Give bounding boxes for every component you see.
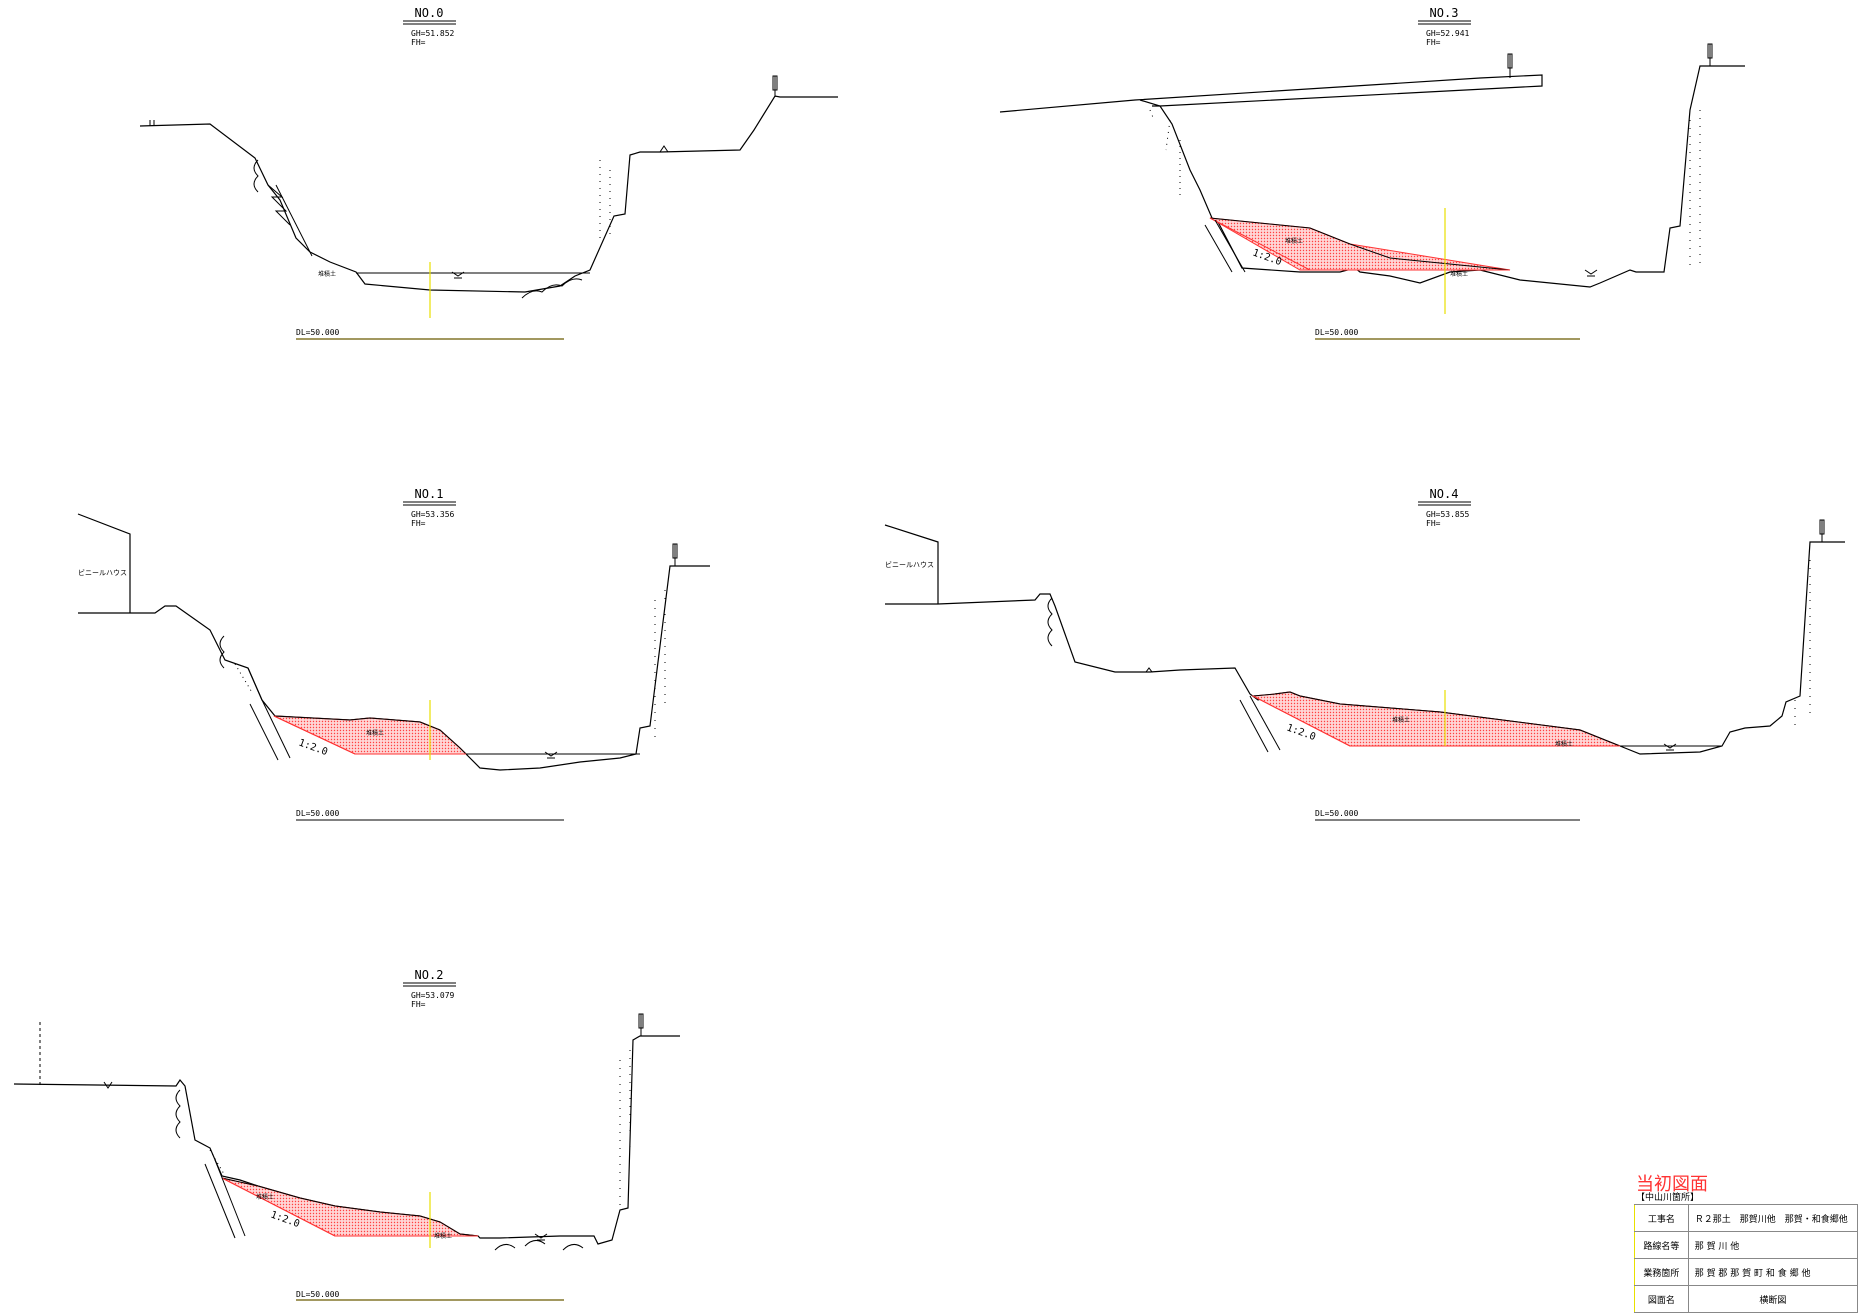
section-no4: NO.4 GH=53.855 FH= ビニールハウス 堆積土 堆積土 1:2.0… bbox=[884, 487, 1845, 821]
table-row: 工事名 Ｒ２那土 那賀川他 那賀・和食郷他 bbox=[1634, 1204, 1858, 1232]
ground-height: GH=53.079 bbox=[411, 991, 455, 1000]
building-label: ビニールハウス bbox=[78, 568, 127, 577]
table-row: 路線名等 那 賀 川 他 bbox=[1634, 1231, 1858, 1259]
ground-height: GH=53.855 bbox=[1426, 510, 1470, 519]
section-no3: NO.3 GH=52.941 FH= 堆積土 堆積土 1:2.0 DL=50.0… bbox=[999, 6, 1745, 340]
datum-level: DL=50.000 bbox=[296, 809, 340, 818]
datum-level: DL=50.000 bbox=[1315, 809, 1359, 818]
section-title: NO.2 bbox=[415, 968, 444, 982]
formation-height: FH= bbox=[411, 1000, 426, 1009]
fill-label-2: 堆積土 bbox=[1450, 270, 1468, 278]
title-table: 工事名 Ｒ２那土 那賀川他 那賀・和食郷他 路線名等 那 賀 川 他 業務箇所 … bbox=[1634, 1204, 1858, 1313]
formation-height: FH= bbox=[1426, 519, 1441, 528]
section-no0: NO.0 GH=51.852 FH= 堆積土 DL=50.000 bbox=[139, 6, 838, 340]
section-no2: NO.2 GH=53.079 FH= 堆積土 堆積土 1:2.0 DL=50.0… bbox=[13, 968, 680, 1301]
datum-level: DL=50.000 bbox=[296, 328, 340, 337]
row-key: 路線名等 bbox=[1634, 1231, 1689, 1259]
fill-label: 堆積土 bbox=[1285, 237, 1303, 245]
section-title: NO.3 bbox=[1430, 6, 1459, 20]
table-row: 図面名 横断図 bbox=[1634, 1285, 1858, 1313]
fill-label: 堆積土 bbox=[256, 1193, 274, 1201]
row-value: Ｒ２那土 那賀川他 那賀・和食郷他 bbox=[1687, 1204, 1858, 1232]
row-key: 業務箇所 bbox=[1634, 1258, 1689, 1286]
title-block: 当初図面 【中山川箇所】 工事名 Ｒ２那土 那賀川他 那賀・和食郷他 路線名等 … bbox=[1632, 1168, 1858, 1313]
location-subtitle: 【中山川箇所】 bbox=[1636, 1193, 1700, 1203]
datum-level: DL=50.000 bbox=[296, 1290, 340, 1299]
fill-label: 堆積土 bbox=[318, 270, 336, 278]
row-key: 工事名 bbox=[1634, 1204, 1689, 1232]
section-title: NO.1 bbox=[415, 487, 444, 501]
fill-label: 堆積土 bbox=[366, 729, 384, 737]
datum-level: DL=50.000 bbox=[1315, 328, 1359, 337]
fill-label-2: 堆積土 bbox=[1555, 740, 1573, 748]
row-value: 那 賀 川 他 bbox=[1687, 1231, 1858, 1259]
stamp-label: 当初図面 bbox=[1636, 1174, 1708, 1195]
section-title: NO.0 bbox=[415, 6, 444, 20]
ground-height: GH=52.941 bbox=[1426, 29, 1470, 38]
fill-label-2: 堆積土 bbox=[434, 1232, 452, 1240]
row-key: 図面名 bbox=[1634, 1285, 1689, 1313]
row-value: 横断図 bbox=[1687, 1285, 1858, 1313]
formation-height: FH= bbox=[411, 519, 426, 528]
slope-ratio: 1:2.0 bbox=[297, 737, 329, 758]
section-title: NO.4 bbox=[1430, 487, 1459, 501]
fill-label: 堆積土 bbox=[1392, 716, 1410, 724]
ground-height: GH=51.852 bbox=[411, 29, 455, 38]
section-no1: NO.1 GH=53.356 FH= ビニールハウス 堆積土 1:2.0 DL=… bbox=[77, 487, 710, 821]
table-row: 業務箇所 那 賀 郡 那 賀 町 和 食 郷 他 bbox=[1634, 1258, 1858, 1286]
row-value: 那 賀 郡 那 賀 町 和 食 郷 他 bbox=[1687, 1258, 1858, 1286]
formation-height: FH= bbox=[411, 38, 426, 47]
formation-height: FH= bbox=[1426, 38, 1441, 47]
building-label: ビニールハウス bbox=[885, 560, 934, 569]
ground-height: GH=53.356 bbox=[411, 510, 455, 519]
